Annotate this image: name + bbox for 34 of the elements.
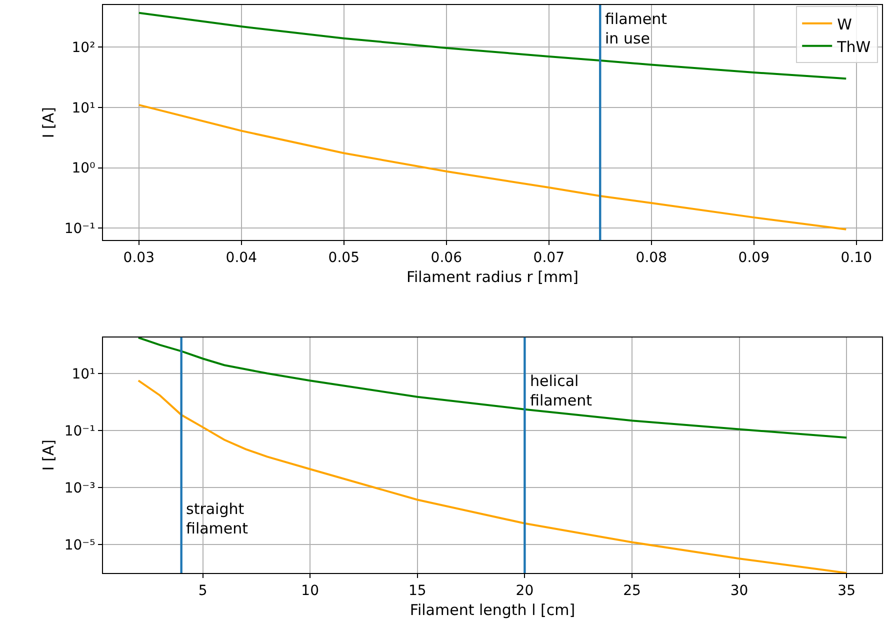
x-tick-label: 35 — [838, 582, 856, 599]
x-tick-label: 20 — [516, 582, 534, 599]
x-tick-label: 0.04 — [226, 250, 258, 266]
y-tick-label: 10¹ — [72, 100, 96, 116]
x-axis-title: Filament length l [cm] — [410, 600, 576, 619]
x-tick-label: 0.08 — [636, 250, 667, 266]
annotation: straight filament — [186, 500, 248, 538]
x-tick-label: 0.07 — [533, 250, 564, 266]
x-axis-title: Filament radius r [mm] — [406, 268, 579, 286]
y-tick-label: 10⁰ — [72, 160, 96, 177]
x-tick-label: 15 — [408, 582, 426, 599]
annotation: filament in use — [605, 10, 668, 48]
x-tick-label: 25 — [623, 582, 641, 599]
x-tick-label: 10 — [301, 582, 320, 599]
y-axis-title: I [A] — [40, 440, 58, 471]
x-tick-label: 0.05 — [328, 250, 360, 266]
y-tick-label: 10² — [72, 40, 96, 56]
x-tick-label: 0.10 — [840, 250, 872, 266]
x-tick-label: 5 — [198, 582, 208, 599]
x-tick-label: 30 — [730, 582, 748, 599]
y-tick-label: 10⁻¹ — [64, 423, 96, 440]
annotation: helical filament — [530, 372, 592, 410]
y-tick-label: 10⁻³ — [64, 480, 96, 496]
line-series — [137, 337, 848, 439]
y-tick-label: 10⁻⁵ — [64, 537, 96, 554]
x-tick-label: 0.09 — [738, 250, 770, 266]
legend-label: W — [837, 15, 852, 34]
x-tick-label: 0.06 — [430, 250, 462, 266]
line-series — [138, 104, 848, 230]
y-tick-label: 10¹ — [72, 366, 96, 382]
legend-label: ThW — [836, 38, 871, 56]
y-axis-title: I [A] — [40, 106, 58, 138]
y-tick-label: 10⁻¹ — [64, 220, 96, 237]
x-tick-label: 0.03 — [123, 250, 154, 266]
